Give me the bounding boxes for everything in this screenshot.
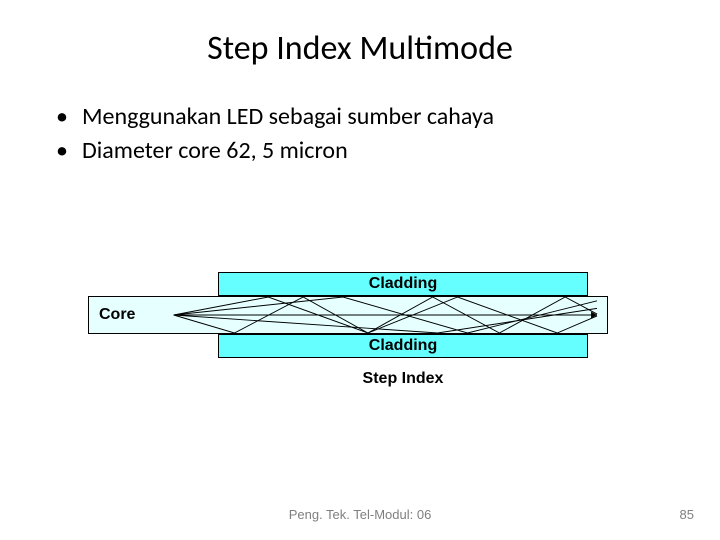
ray-paths: [89, 297, 607, 333]
footer-text: Peng. Tek. Tel-Modul: 06: [0, 507, 720, 522]
step-index-label: Step Index: [218, 370, 588, 388]
slide-title: Step Index Multimode: [48, 28, 672, 69]
cladding-top-band: Cladding: [218, 272, 588, 296]
fiber-diagram: Cladding Core Cladding Step Index: [88, 272, 628, 388]
page-number: 85: [680, 507, 694, 522]
bullet-item: Diameter core 62, 5 micron: [56, 135, 672, 167]
bullet-list: Menggunakan LED sebagai sumber cahaya Di…: [48, 101, 672, 168]
bullet-item: Menggunakan LED sebagai sumber cahaya: [56, 101, 672, 133]
core-band: Core: [88, 296, 608, 334]
cladding-bottom-band: Cladding: [218, 334, 588, 358]
core-label: Core: [99, 306, 135, 323]
